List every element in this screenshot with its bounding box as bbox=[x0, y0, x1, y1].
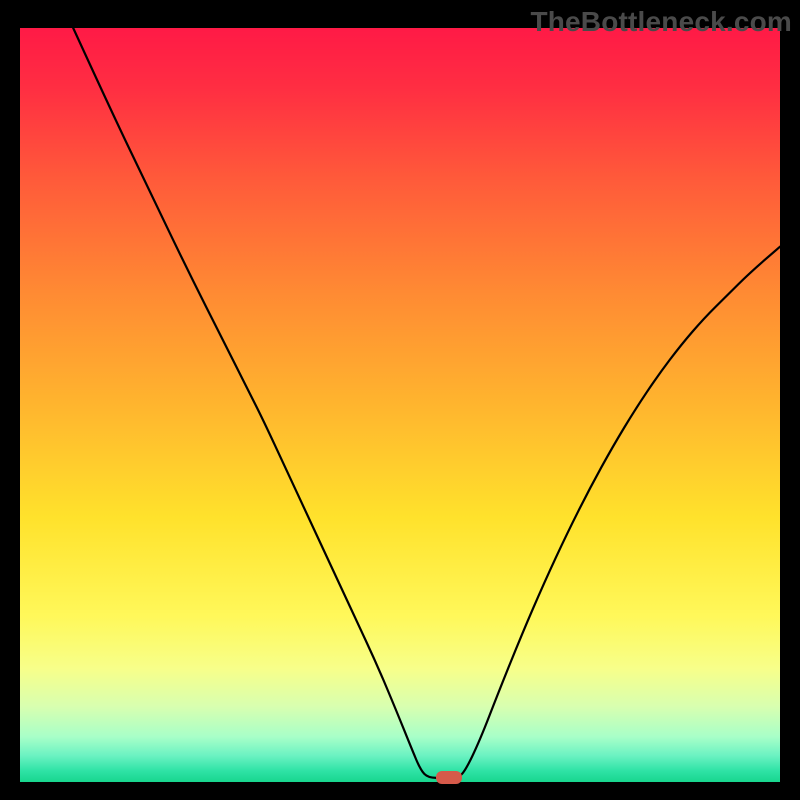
plot-area bbox=[20, 28, 780, 782]
optimal-point-marker bbox=[436, 771, 462, 784]
watermark-text: TheBottleneck.com bbox=[530, 6, 792, 38]
gradient-background bbox=[20, 28, 780, 782]
chart-frame: TheBottleneck.com bbox=[0, 0, 800, 800]
